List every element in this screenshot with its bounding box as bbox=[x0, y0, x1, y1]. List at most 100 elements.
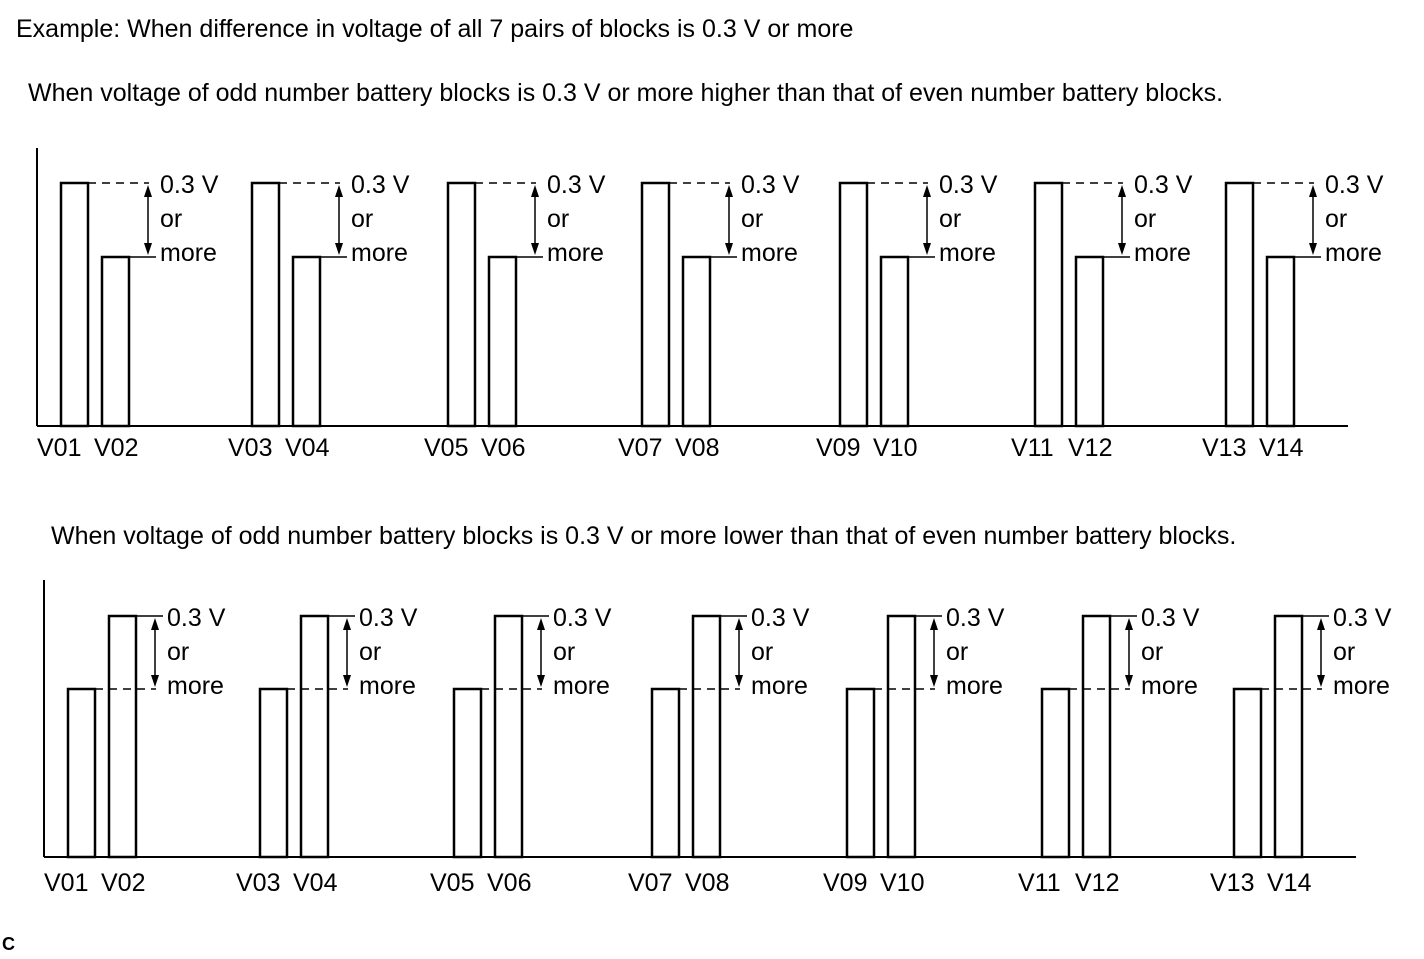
arrow-head-down bbox=[1317, 675, 1325, 687]
arrow-head-down bbox=[735, 675, 743, 687]
arrow-head-down bbox=[151, 675, 159, 687]
annotation-or: or bbox=[946, 638, 968, 666]
bar-label-v14: V14 bbox=[1267, 869, 1312, 897]
arrow-head-up bbox=[1125, 618, 1133, 630]
arrow-head-up bbox=[144, 185, 152, 197]
annotation-more: more bbox=[553, 672, 610, 700]
bar-v08 bbox=[681, 255, 712, 428]
annotation-more: more bbox=[1325, 239, 1382, 267]
arrow-head-up bbox=[923, 185, 931, 197]
bar-v05 bbox=[446, 181, 477, 428]
annotation-value: 0.3 V bbox=[751, 604, 810, 632]
annotation-value: 0.3 V bbox=[553, 604, 612, 632]
bar-label-v06: V06 bbox=[481, 434, 525, 462]
bar-v05 bbox=[452, 687, 483, 859]
annotation-more: more bbox=[1141, 672, 1198, 700]
bar-v01 bbox=[59, 181, 90, 428]
bar-label-v10: V10 bbox=[873, 434, 917, 462]
arrow-head-up bbox=[930, 618, 938, 630]
annotation-more: more bbox=[167, 672, 224, 700]
annotation-or: or bbox=[351, 205, 373, 233]
annotation-or: or bbox=[547, 205, 569, 233]
bar-v07 bbox=[650, 687, 681, 859]
bar-label-v10: V10 bbox=[880, 869, 924, 897]
bar-v14 bbox=[1265, 255, 1296, 428]
annotation-or: or bbox=[1134, 205, 1156, 233]
arrow-head-down bbox=[531, 243, 539, 255]
bar-label-v07: V07 bbox=[618, 434, 662, 462]
annotation-value: 0.3 V bbox=[946, 604, 1005, 632]
bar-v11 bbox=[1033, 181, 1064, 428]
header-title: Example: When difference in voltage of a… bbox=[16, 15, 853, 43]
arrow-head-down bbox=[1309, 243, 1317, 255]
annotation-more: more bbox=[946, 672, 1003, 700]
arrow-head-up bbox=[531, 185, 539, 197]
annotation-more: more bbox=[1333, 672, 1390, 700]
annotation-or: or bbox=[553, 638, 575, 666]
bar-v06 bbox=[487, 255, 518, 428]
annotation-more: more bbox=[1134, 239, 1191, 267]
bar-label-v02: V02 bbox=[101, 869, 145, 897]
bar-label-v12: V12 bbox=[1068, 434, 1112, 462]
annotation-or: or bbox=[1141, 638, 1163, 666]
annotation-or: or bbox=[160, 205, 182, 233]
bar-label-v06: V06 bbox=[487, 869, 531, 897]
annotation-value: 0.3 V bbox=[547, 171, 606, 199]
bar-v02 bbox=[107, 614, 138, 859]
bar-v06 bbox=[493, 614, 524, 859]
corner-mark: C bbox=[2, 934, 15, 954]
bar-label-v12: V12 bbox=[1075, 869, 1119, 897]
bar-label-v14: V14 bbox=[1259, 434, 1304, 462]
bar-label-v11: V11 bbox=[1011, 434, 1054, 462]
annotation-more: more bbox=[160, 239, 217, 267]
arrow-head-up bbox=[151, 618, 159, 630]
annotation-value: 0.3 V bbox=[160, 171, 219, 199]
annotation-value: 0.3 V bbox=[1134, 171, 1193, 199]
annotation-value: 0.3 V bbox=[1333, 604, 1392, 632]
annotation-or: or bbox=[1333, 638, 1355, 666]
bar-label-v13: V13 bbox=[1202, 434, 1246, 462]
bar-v04 bbox=[299, 614, 330, 859]
arrow-head-down bbox=[923, 243, 931, 255]
annotation-value: 0.3 V bbox=[1325, 171, 1384, 199]
arrow-head-down bbox=[537, 675, 545, 687]
bar-v12 bbox=[1074, 255, 1105, 428]
bar-v03 bbox=[258, 687, 289, 859]
bar-v09 bbox=[838, 181, 869, 428]
annotation-more: more bbox=[359, 672, 416, 700]
annotation-value: 0.3 V bbox=[359, 604, 418, 632]
annotation-value: 0.3 V bbox=[351, 171, 410, 199]
bar-v08 bbox=[691, 614, 722, 859]
bar-label-v04: V04 bbox=[285, 434, 330, 462]
bar-v03 bbox=[250, 181, 281, 428]
annotation-or: or bbox=[751, 638, 773, 666]
bar-label-v02: V02 bbox=[94, 434, 138, 462]
bar-v10 bbox=[886, 614, 917, 859]
arrow-head-up bbox=[537, 618, 545, 630]
bar-v13 bbox=[1232, 687, 1263, 859]
bar-label-v09: V09 bbox=[816, 434, 860, 462]
bar-v14 bbox=[1273, 614, 1304, 859]
arrow-head-down bbox=[930, 675, 938, 687]
arrow-head-up bbox=[725, 185, 733, 197]
bar-label-v03: V03 bbox=[236, 869, 280, 897]
arrow-head-up bbox=[735, 618, 743, 630]
bar-label-v09: V09 bbox=[823, 869, 867, 897]
annotation-more: more bbox=[547, 239, 604, 267]
annotation-value: 0.3 V bbox=[741, 171, 800, 199]
arrow-head-down bbox=[343, 675, 351, 687]
arrow-head-down bbox=[1118, 243, 1126, 255]
arrow-head-up bbox=[343, 618, 351, 630]
bar-v04 bbox=[291, 255, 322, 428]
arrow-head-down bbox=[335, 243, 343, 255]
bar-v12 bbox=[1081, 614, 1112, 859]
chart-odd-lower: V01 V02 0.3 V or more V03 V04 0.3 V or more V05 V06… bbox=[43, 580, 1392, 897]
bar-label-v01: V01 bbox=[44, 869, 88, 897]
annotation-or: or bbox=[1325, 205, 1347, 233]
chart-1-caption: When voltage of odd number battery block… bbox=[28, 79, 1223, 107]
annotation-or: or bbox=[359, 638, 381, 666]
arrow-head-down bbox=[1125, 675, 1133, 687]
annotation-value: 0.3 V bbox=[939, 171, 998, 199]
bar-v07 bbox=[640, 181, 671, 428]
